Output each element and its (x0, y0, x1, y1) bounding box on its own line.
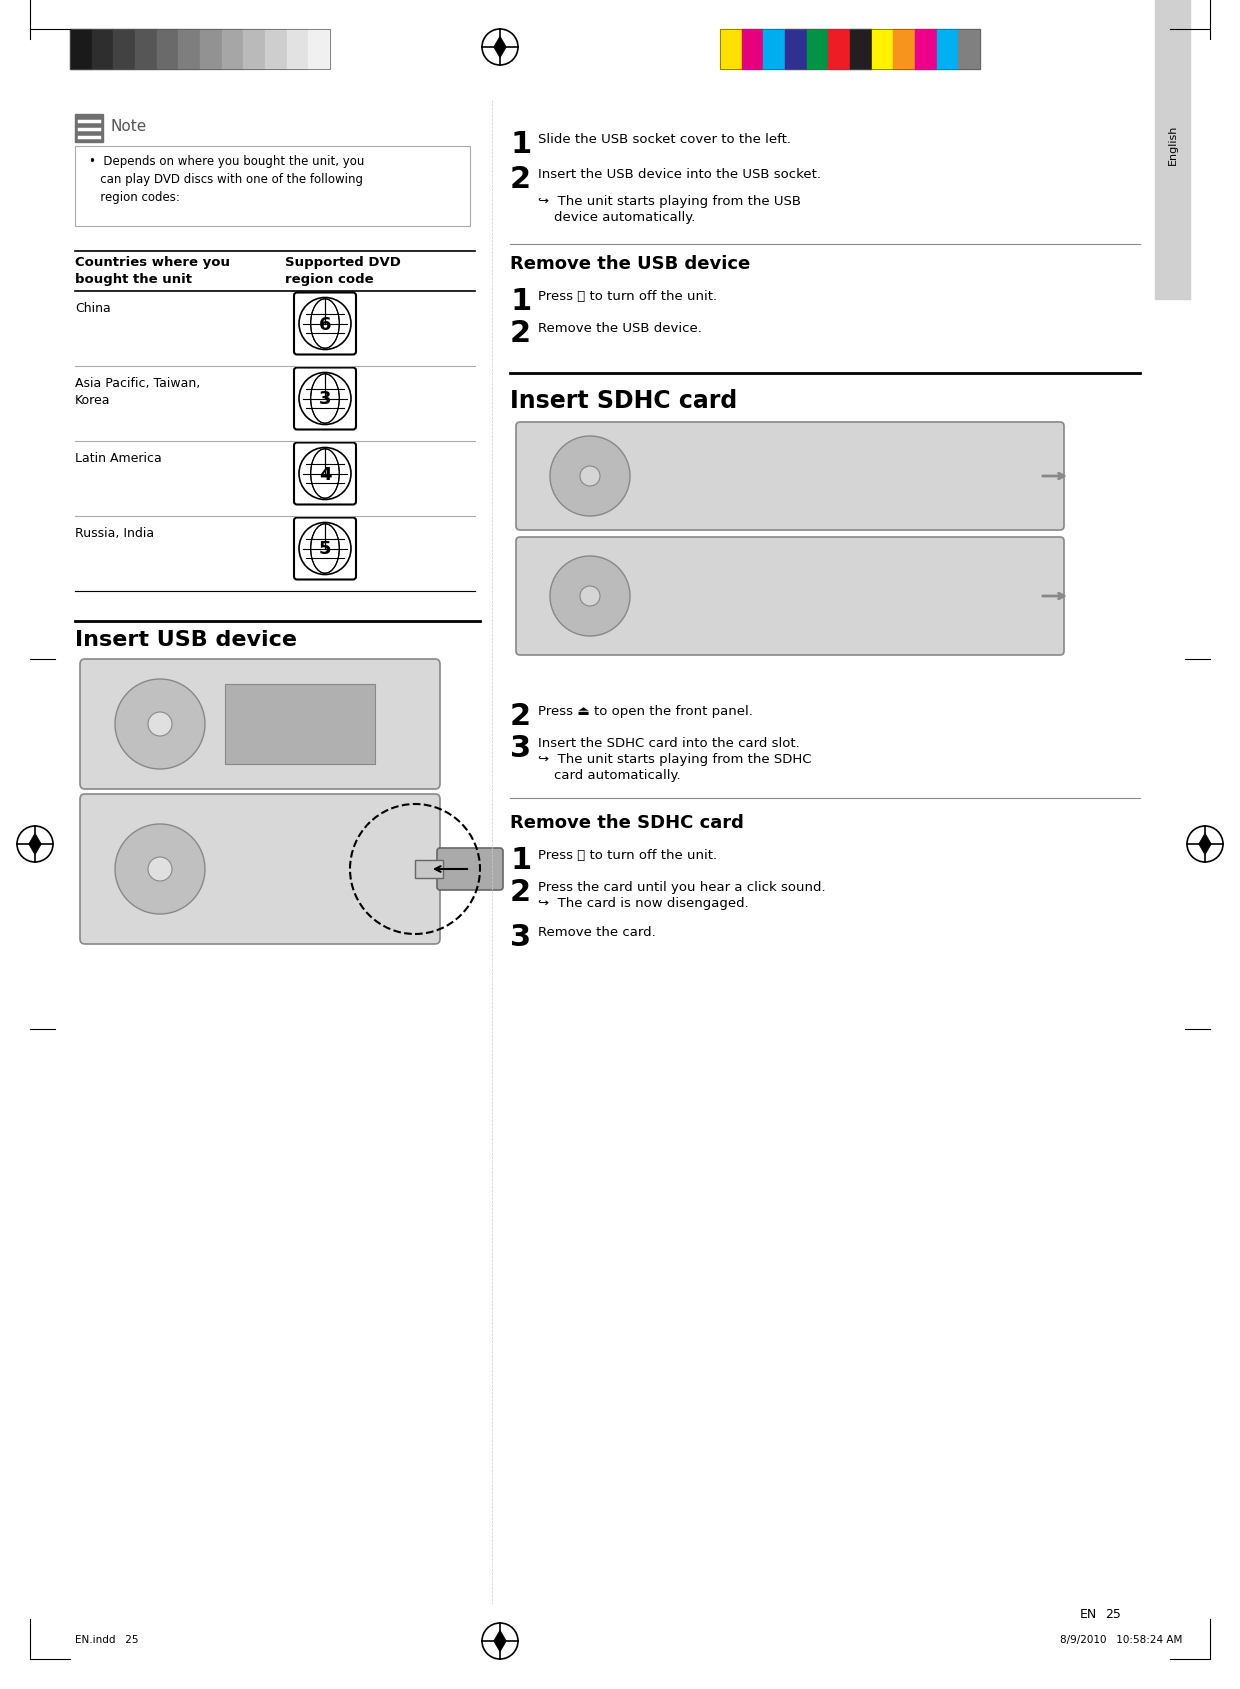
Circle shape (580, 586, 600, 606)
Text: Remove the card.: Remove the card. (538, 926, 656, 939)
Text: Asia Pacific, Taiwan,
Korea: Asia Pacific, Taiwan, Korea (74, 377, 200, 407)
Text: Insert SDHC card: Insert SDHC card (510, 388, 738, 412)
Circle shape (148, 713, 172, 736)
Text: Press ⏏ to open the front panel.: Press ⏏ to open the front panel. (538, 704, 753, 718)
Bar (764, 30, 785, 69)
FancyBboxPatch shape (81, 660, 440, 789)
Text: Press ⓘ to turn off the unit.: Press ⓘ to turn off the unit. (538, 848, 717, 861)
Polygon shape (29, 834, 41, 855)
Text: 5: 5 (319, 540, 331, 557)
FancyBboxPatch shape (436, 848, 503, 890)
Text: 25: 25 (1105, 1606, 1121, 1620)
Text: 4: 4 (319, 464, 331, 483)
Bar (222, 30, 243, 69)
Polygon shape (1199, 834, 1211, 855)
Bar (135, 30, 156, 69)
Text: Insert the USB device into the USB socket.: Insert the USB device into the USB socke… (538, 167, 821, 181)
Text: EN.indd   25: EN.indd 25 (74, 1633, 139, 1643)
Bar (1154, 0, 1190, 301)
Circle shape (115, 824, 205, 914)
Text: 1: 1 (510, 846, 531, 875)
Text: 2: 2 (510, 319, 531, 348)
Bar (156, 30, 179, 69)
Text: Note: Note (112, 118, 148, 133)
Text: EN: EN (1080, 1606, 1097, 1620)
Text: 3: 3 (510, 922, 531, 951)
Text: Countries where you
bought the unit: Countries where you bought the unit (74, 255, 229, 285)
Bar (200, 30, 222, 69)
Text: Remove the USB device.: Remove the USB device. (538, 323, 702, 334)
Text: Remove the USB device: Remove the USB device (510, 255, 750, 274)
Bar (286, 30, 309, 69)
Circle shape (551, 557, 630, 637)
Text: ↪  The card is now disengaged.: ↪ The card is now disengaged. (538, 897, 749, 909)
Bar (415, 860, 443, 878)
Text: Insert the SDHC card into the card slot.: Insert the SDHC card into the card slot. (538, 736, 800, 750)
Text: Insert USB device: Insert USB device (74, 630, 298, 650)
Bar (893, 30, 915, 69)
Text: device automatically.: device automatically. (554, 211, 696, 225)
FancyBboxPatch shape (81, 794, 440, 944)
Text: 2: 2 (510, 878, 531, 907)
FancyBboxPatch shape (516, 537, 1064, 655)
Bar (69, 30, 92, 69)
Text: 2: 2 (510, 166, 531, 194)
Text: Press the card until you hear a click sound.: Press the card until you hear a click so… (538, 880, 826, 893)
Text: •  Depends on where you bought the unit, you
   can play DVD discs with one of t: • Depends on where you bought the unit, … (89, 155, 365, 204)
Bar (92, 30, 113, 69)
Text: 6: 6 (319, 316, 331, 333)
Text: 3: 3 (510, 733, 531, 762)
Bar (69, 30, 330, 69)
Bar (224, 684, 374, 765)
Text: Remove the SDHC card: Remove the SDHC card (510, 814, 744, 831)
Polygon shape (494, 1630, 506, 1652)
Text: 8/9/2010   10:58:24 AM: 8/9/2010 10:58:24 AM (1060, 1633, 1183, 1643)
Polygon shape (494, 37, 506, 59)
Bar (243, 30, 265, 69)
Bar (742, 30, 764, 69)
Bar (849, 30, 872, 69)
Bar (915, 30, 936, 69)
Text: 1: 1 (510, 287, 531, 316)
Bar (872, 30, 893, 69)
Text: English: English (1168, 125, 1178, 166)
Text: Slide the USB socket cover to the left.: Slide the USB socket cover to the left. (538, 133, 791, 145)
Text: Press ⓘ to turn off the unit.: Press ⓘ to turn off the unit. (538, 291, 717, 302)
Text: card automatically.: card automatically. (554, 768, 681, 782)
Circle shape (580, 466, 600, 486)
Bar (179, 30, 200, 69)
Text: ↪  The unit starts playing from the SDHC: ↪ The unit starts playing from the SDHC (538, 753, 811, 765)
Bar (720, 30, 980, 69)
Bar (309, 30, 330, 69)
Circle shape (148, 858, 172, 882)
Text: ↪  The unit starts playing from the USB: ↪ The unit starts playing from the USB (538, 194, 801, 208)
Bar (785, 30, 807, 69)
Bar (936, 30, 959, 69)
Bar (828, 30, 849, 69)
Circle shape (551, 437, 630, 517)
Bar (113, 30, 135, 69)
Text: China: China (74, 302, 110, 314)
Text: 2: 2 (510, 701, 531, 731)
Text: 3: 3 (319, 390, 331, 409)
Bar (265, 30, 286, 69)
Bar (807, 30, 828, 69)
Bar (959, 30, 980, 69)
Bar (74, 147, 470, 226)
Text: Latin America: Latin America (74, 451, 161, 464)
Text: Russia, India: Russia, India (74, 527, 154, 540)
Bar (74, 115, 103, 144)
Circle shape (115, 679, 205, 770)
Text: 1: 1 (510, 130, 531, 159)
Bar (720, 30, 742, 69)
Text: Supported DVD
region code: Supported DVD region code (285, 255, 401, 285)
FancyBboxPatch shape (516, 422, 1064, 530)
